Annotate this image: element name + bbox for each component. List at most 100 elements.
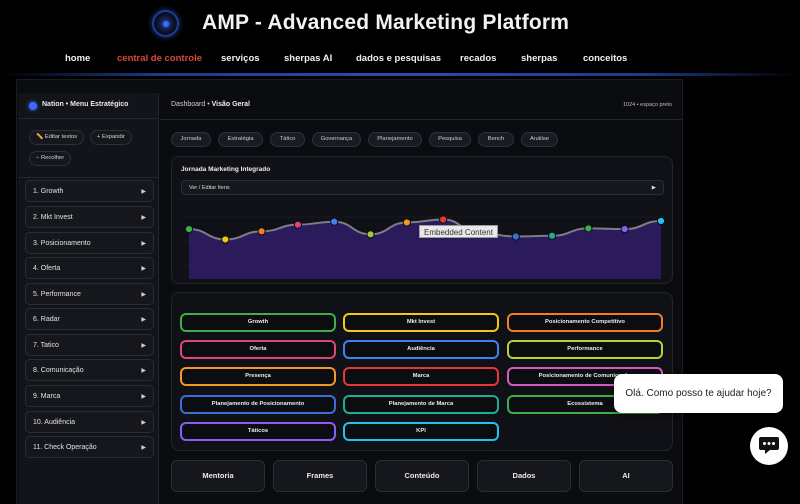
chip-estrategia[interactable]: Estratégia (218, 132, 263, 147)
edit-texts-button[interactable]: ✏️ Editar textos (29, 130, 85, 145)
module-planejamento-marca-button[interactable]: Planejamento de Marca (343, 395, 499, 414)
breadcrumb-prefix: Dashboard • (171, 101, 212, 108)
journey-point[interactable] (620, 225, 629, 234)
nav-home[interactable]: home (65, 53, 91, 64)
sidebar-item-radar[interactable]: 6. Radar ▶ (25, 308, 154, 330)
module-growth-button[interactable]: Growth (180, 313, 336, 332)
chevron-right-icon: ▶ (141, 292, 146, 298)
journey-point[interactable] (330, 217, 339, 226)
module-oferta-button[interactable]: Oferta (180, 340, 336, 359)
chart-title: Jornada Marketing Integrado (181, 166, 271, 173)
breadcrumb-divider (160, 119, 683, 120)
sidebar-item-oferta[interactable]: 4. Oferta ▶ (25, 257, 154, 279)
sidebar-item-audiencia[interactable]: 10. Audiência ▶ (25, 411, 154, 433)
chevron-right-icon: ▶ (141, 343, 146, 349)
sidebar-item-label: 9. Marca (33, 393, 61, 400)
tab-ai[interactable]: AI (579, 460, 673, 492)
module-taticos-button[interactable]: Táticos (180, 422, 336, 441)
chat-greeting-bubble[interactable]: Olá. Como posso te ajudar hoje? (614, 374, 783, 413)
module-marca-button[interactable]: Marca (343, 367, 499, 386)
collapse-button[interactable]: − Recolher (29, 151, 72, 166)
chevron-right-icon: ▶ (141, 241, 146, 247)
main-content: Dashboard • Visão Geral 1024 • espaço pr… (160, 93, 683, 504)
sidebar-item-label: 11. Check Operação (33, 444, 97, 451)
journey-line-chart (183, 215, 666, 279)
sidebar-item-mkt-invest[interactable]: 2. Mkt Invest ▶ (25, 206, 154, 228)
tab-frames[interactable]: Frames (273, 460, 367, 492)
journey-point[interactable] (656, 216, 666, 226)
chip-analise[interactable]: Análise (521, 132, 558, 147)
module-posicionamento-competitivo-button[interactable]: Posicionamento Competitivo (507, 313, 663, 332)
sidebar-item-tatico[interactable]: 7. Tatico ▶ (25, 334, 154, 356)
select-label: Ver / Editar Itens (189, 185, 230, 191)
module-mkt-invest-button[interactable]: Mkt Invest (343, 313, 499, 332)
nav-dados-e-pesquisas[interactable]: dados e pesquisas (356, 53, 442, 64)
chevron-right-icon: ▶ (141, 317, 146, 323)
journey-point[interactable] (439, 215, 448, 224)
breadcrumb: Dashboard • Visão Geral (171, 101, 250, 108)
chip-planejamento[interactable]: Planejamento (368, 132, 422, 147)
sidebar-item-comunicacao[interactable]: 8. Comunicação ▶ (25, 359, 154, 381)
chevron-right-icon: ▶ (651, 185, 656, 191)
sidebar-item-label: 3. Posicionamento (33, 240, 91, 247)
header-divider (0, 73, 800, 76)
sidebar-item-check-operacao[interactable]: 11. Check Operação ▶ (25, 436, 154, 458)
journey-point[interactable] (366, 230, 375, 239)
site-header: AMP - Advanced Marketing Platform home c… (0, 0, 800, 72)
tab-mentoria[interactable]: Mentoria (171, 460, 265, 492)
resolution-note: 1024 • espaço preto (622, 102, 672, 108)
sidebar-item-performance[interactable]: 5. Performance ▶ (25, 283, 154, 305)
breadcrumb-current: Visão Geral (211, 101, 250, 108)
modules-grid-card: Growth Mkt Invest Posicionamento Competi… (171, 292, 673, 451)
journey-point[interactable] (257, 227, 266, 236)
journey-point[interactable] (221, 235, 230, 244)
module-presenca-button[interactable]: Presença (180, 367, 336, 386)
chip-jornada[interactable]: Jornada (171, 132, 211, 147)
sidebar-item-marca[interactable]: 9. Marca ▶ (25, 385, 154, 407)
module-planejamento-posicionamento-button[interactable]: Planejamento de Posicionamento (180, 395, 336, 414)
tab-dados[interactable]: Dados (477, 460, 571, 492)
sidebar-title: Nation • Menu Estratégico (42, 101, 129, 108)
chip-bench[interactable]: Bench (478, 132, 514, 147)
sidebar-item-label: 6. Radar (33, 316, 60, 323)
sidebar-item-growth[interactable]: 1. Growth ▶ (25, 180, 154, 202)
chip-pesquisa[interactable]: Pesquisa (429, 132, 471, 147)
top-nav: home central de controle serviços sherpa… (0, 53, 800, 67)
nav-conceitos[interactable]: conceitos (583, 53, 628, 64)
module-audiencia-button[interactable]: Audiência (343, 340, 499, 359)
nav-servicos[interactable]: serviços (221, 53, 260, 64)
chevron-right-icon: ▶ (141, 215, 146, 221)
journey-point[interactable] (402, 218, 411, 227)
module-kpi-button[interactable]: KPI (343, 422, 499, 441)
chat-icon (759, 437, 779, 454)
chevron-right-icon: ▶ (141, 189, 146, 195)
sidebar-item-label: 7. Tatico (33, 342, 59, 349)
module-performance-button[interactable]: Performance (507, 340, 663, 359)
chip-governanca[interactable]: Governança (312, 132, 361, 147)
sidebar-item-posicionamento[interactable]: 3. Posicionamento ▶ (25, 232, 154, 254)
sidebar-item-label: 1. Growth (33, 188, 64, 195)
target-logo-icon[interactable] (152, 10, 179, 37)
journey-chart-card: Jornada Marketing Integrado Ver / Editar… (171, 156, 673, 284)
sidebar-header: Nation • Menu Estratégico (18, 93, 159, 119)
chevron-right-icon: ▶ (141, 266, 146, 272)
nav-recados[interactable]: recados (460, 53, 497, 64)
journey-point[interactable] (293, 220, 303, 229)
journey-point[interactable] (584, 224, 593, 233)
journey-point[interactable] (184, 225, 194, 234)
chat-launcher-button[interactable] (750, 427, 788, 465)
nav-sherpas-ai[interactable]: sherpas AI (284, 53, 333, 64)
embedded-content-tooltip: Embedded Content (419, 225, 498, 238)
expand-button[interactable]: + Expandir (90, 130, 132, 145)
nav-sherpas[interactable]: sherpas (521, 53, 558, 64)
sidebar-item-label: 4. Oferta (33, 265, 61, 272)
sidebar-item-label: 10. Audiência (33, 419, 76, 426)
site-title: AMP - Advanced Marketing Platform (202, 11, 570, 34)
journey-point[interactable] (511, 232, 520, 241)
chip-tatico[interactable]: Tático (270, 132, 305, 147)
view-edit-items-select[interactable]: Ver / Editar Itens ▶ (181, 180, 664, 195)
nav-central-de-controle[interactable]: central de controle (117, 53, 202, 64)
tab-conteudo[interactable]: Conteúdo (375, 460, 469, 492)
chevron-right-icon: ▶ (141, 445, 146, 451)
journey-point[interactable] (547, 231, 557, 240)
